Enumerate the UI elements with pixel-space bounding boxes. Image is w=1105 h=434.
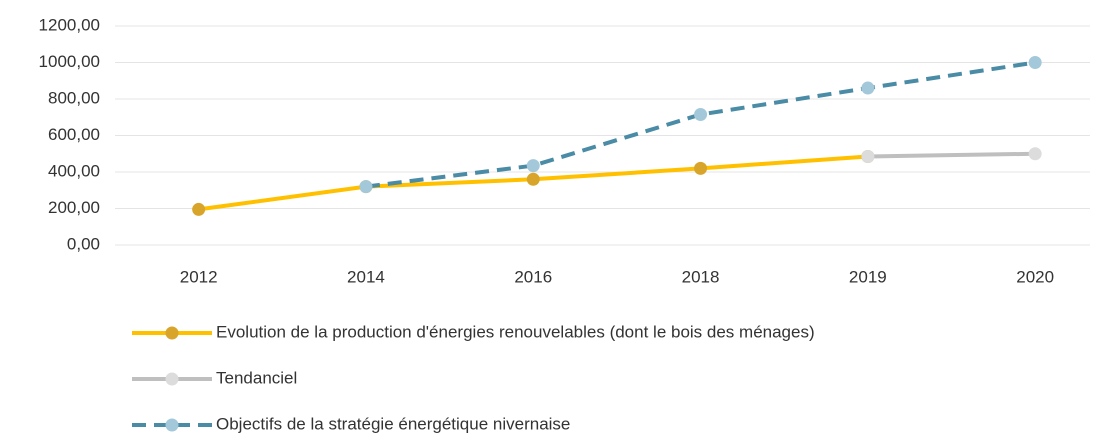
x-tick-label: 2012	[180, 267, 218, 286]
y-tick-label: 600,00	[48, 125, 100, 144]
data-point	[192, 202, 206, 216]
y-tick-label: 400,00	[48, 161, 100, 180]
legend-marker	[165, 326, 179, 340]
y-tick-label: 200,00	[48, 198, 100, 217]
data-point	[359, 180, 373, 194]
data-point	[694, 108, 708, 122]
y-tick-label: 1200,00	[39, 15, 100, 34]
legend-label: Objectifs de la stratégie énergétique ni…	[216, 414, 570, 433]
data-point	[694, 161, 708, 175]
y-tick-label: 800,00	[48, 88, 100, 107]
data-point	[1028, 56, 1042, 69]
legend-marker	[165, 372, 179, 386]
legend-label: Evolution de la production d'énergies re…	[216, 322, 815, 341]
data-point	[861, 81, 875, 95]
legend-marker	[165, 418, 179, 432]
y-tick-label: 0,00	[67, 234, 100, 253]
legend-label: Tendanciel	[216, 368, 297, 387]
data-point	[526, 159, 540, 173]
series-line	[867, 151, 1036, 159]
data-point	[526, 172, 540, 186]
x-tick-label: 2014	[347, 267, 385, 286]
data-point	[861, 149, 875, 163]
x-tick-label: 2018	[682, 267, 720, 286]
y-tick-label: 1000,00	[39, 52, 100, 71]
x-tick-label: 2020	[1016, 267, 1054, 286]
data-point	[1028, 147, 1042, 161]
x-tick-label: 2019	[849, 267, 887, 286]
x-tick-label: 2016	[514, 267, 552, 286]
